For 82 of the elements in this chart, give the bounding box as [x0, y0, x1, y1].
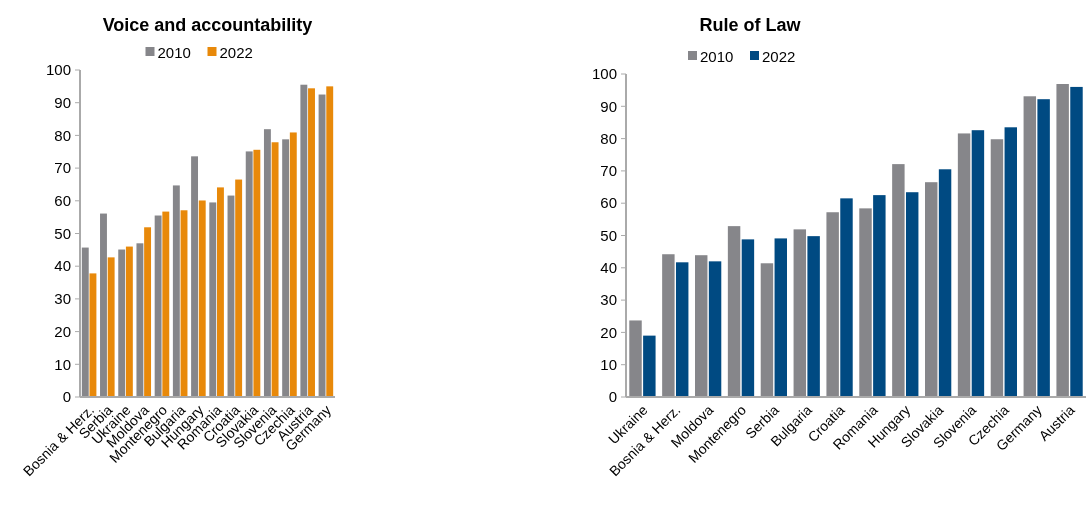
bar [695, 255, 708, 397]
y-tick-label: 90 [600, 97, 617, 115]
y-tick-label: 50 [600, 226, 617, 244]
bar [1070, 86, 1083, 397]
bar [826, 212, 839, 397]
y-tick-label: 30 [54, 290, 71, 308]
bar [925, 182, 938, 397]
bar [892, 164, 905, 397]
bar [253, 149, 261, 397]
bar [89, 273, 97, 397]
bar [905, 192, 919, 397]
y-tick-label: 80 [600, 129, 617, 147]
bar [629, 320, 642, 397]
bar [125, 246, 133, 397]
bar [774, 238, 787, 397]
y-tick-label: 10 [54, 355, 71, 373]
y-tick-label: 90 [54, 93, 71, 111]
bar [172, 185, 180, 397]
bar [807, 236, 820, 397]
y-tick-label: 80 [54, 126, 71, 144]
bar [708, 261, 722, 397]
bar [300, 84, 308, 397]
bar [1037, 99, 1050, 397]
bar [282, 139, 290, 397]
bar [643, 335, 656, 397]
legend-label: 2010 [157, 44, 191, 62]
bar [741, 239, 755, 397]
bar [191, 156, 199, 397]
bar [263, 129, 271, 397]
bar [107, 257, 115, 397]
bar [840, 198, 853, 397]
bar [144, 227, 152, 397]
bar [209, 202, 217, 397]
bar [1023, 96, 1037, 397]
bar [198, 200, 206, 397]
bar [118, 249, 126, 397]
y-tick-label: 20 [600, 323, 617, 341]
bar [216, 187, 224, 397]
y-tick-label: 20 [54, 322, 71, 340]
bar [793, 229, 807, 397]
y-tick-label: 60 [600, 194, 617, 212]
bar [318, 94, 326, 397]
legend-label: 2010 [700, 48, 734, 66]
bar [873, 195, 886, 397]
legend-label: 2022 [219, 44, 253, 62]
y-tick-label: 30 [600, 291, 617, 309]
y-tick-label: 0 [608, 388, 617, 406]
y-tick-label: 60 [54, 192, 71, 210]
y-tick-label: 70 [54, 159, 71, 177]
bar [990, 139, 1004, 397]
bar [938, 169, 952, 397]
y-tick-label: 100 [591, 65, 617, 83]
y-tick-label: 70 [600, 162, 617, 180]
bar [957, 133, 971, 397]
bar [1056, 84, 1069, 397]
bar [760, 263, 774, 397]
bar [971, 130, 985, 397]
bar [271, 142, 279, 397]
chart-title: Rule of Law [699, 15, 802, 35]
bar [245, 151, 253, 397]
chart-title: Voice and accountability [102, 15, 313, 35]
bar [136, 243, 144, 397]
y-tick-label: 0 [62, 388, 71, 406]
y-tick-label: 40 [54, 257, 71, 275]
y-tick-label: 40 [600, 259, 617, 277]
y-tick-label: 50 [54, 224, 71, 242]
bar [100, 213, 107, 397]
bar [859, 208, 872, 397]
bar [326, 86, 334, 397]
bar [1004, 127, 1017, 397]
bar [308, 88, 315, 397]
bar [289, 132, 297, 397]
y-tick-label: 10 [600, 355, 617, 373]
legend-label: 2022 [762, 48, 796, 66]
y-tick-label: 100 [45, 61, 71, 79]
bar [235, 179, 243, 397]
bar [162, 211, 170, 397]
bar [675, 262, 689, 397]
bar [154, 215, 162, 397]
bar [727, 226, 741, 397]
bar [81, 247, 89, 397]
bar [662, 254, 675, 397]
